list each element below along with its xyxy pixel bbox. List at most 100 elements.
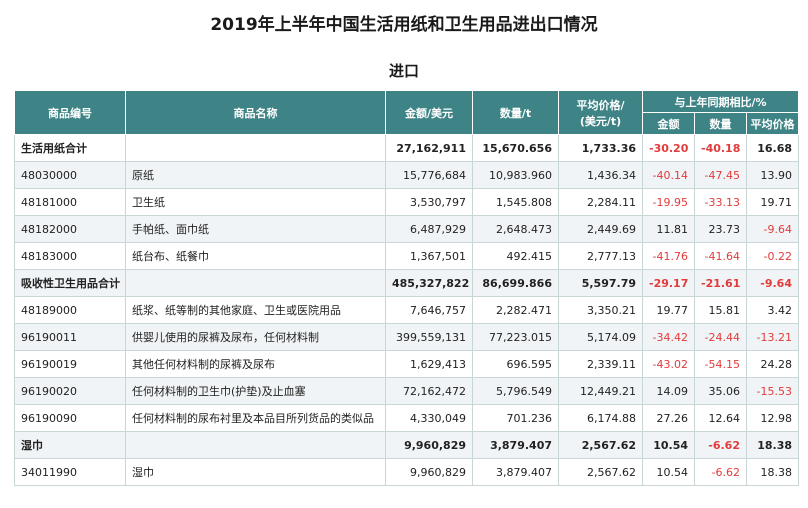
cell-name: 卫生纸 xyxy=(125,188,386,216)
cell-yoy-quantity: -21.61 xyxy=(694,269,747,297)
cell-code: 48189000 xyxy=(14,296,126,324)
cell-yoy-quantity: 23.73 xyxy=(694,215,747,243)
cell-name: 任何材料制的尿布衬里及本品目所列货品的类似品 xyxy=(125,404,386,432)
table-row: 96190011 供婴儿使用的尿裤及尿布，任何材料制 399,559,131 77,2… xyxy=(14,323,799,351)
cell-yoy-quantity: -6.62 xyxy=(694,458,747,486)
cell-avg-price: 1,436.34 xyxy=(558,161,643,189)
cell-yoy-avg-price: -15.53 xyxy=(746,377,799,405)
table-row: 96190020 任何材料制的卫生巾(护垫)及止血塞 72,162,472 5,796… xyxy=(14,377,799,405)
cell-yoy-avg-price: 12.98 xyxy=(746,404,799,432)
cell-yoy-amount: -34.42 xyxy=(642,323,695,351)
cell-quantity: 3,879.407 xyxy=(472,458,559,486)
cell-quantity: 1,545.808 xyxy=(472,188,559,216)
cell-name xyxy=(125,134,386,162)
cell-yoy-quantity: 35.06 xyxy=(694,377,747,405)
cell-quantity: 86,699.866 xyxy=(472,269,559,297)
cell-code: 96190090 xyxy=(14,404,126,432)
cell-yoy-avg-price: 3.42 xyxy=(746,296,799,324)
cell-yoy-quantity: 12.64 xyxy=(694,404,747,432)
cell-amount: 399,559,131 xyxy=(385,323,473,351)
cell-yoy-amount: 19.77 xyxy=(642,296,695,324)
cell-yoy-amount: -41.76 xyxy=(642,242,695,270)
section-subtitle: 进口 xyxy=(388,62,419,80)
cell-yoy-avg-price: -13.21 xyxy=(746,323,799,351)
header-avg-price-line1: 平均价格/ xyxy=(576,98,625,112)
cell-yoy-avg-price: 19.71 xyxy=(746,188,799,216)
cell-yoy-quantity: -54.15 xyxy=(694,350,747,378)
cell-name: 湿巾 xyxy=(125,458,386,486)
cell-avg-price: 5,174.09 xyxy=(558,323,643,351)
cell-amount: 485,327,822 xyxy=(385,269,473,297)
cell-code: 吸收性卫生用品合计 xyxy=(14,269,126,297)
cell-amount: 72,162,472 xyxy=(385,377,473,405)
cell-quantity: 492.415 xyxy=(472,242,559,270)
cell-yoy-amount: -19.95 xyxy=(642,188,695,216)
cell-avg-price: 12,449.21 xyxy=(558,377,643,405)
cell-quantity: 696.595 xyxy=(472,350,559,378)
table-row: 48183000 纸台布、纸餐巾 1,367,501 492.415 2,777.13-… xyxy=(14,242,799,270)
cell-avg-price: 2,567.62 xyxy=(558,458,643,486)
cell-name xyxy=(125,269,386,297)
cell-yoy-quantity: -6.62 xyxy=(694,431,747,459)
cell-avg-price: 2,449.69 xyxy=(558,215,643,243)
table-row: 34011990 湿巾 9,960,829 3,879.407 2,567.62 10.5… xyxy=(14,458,799,486)
header-avg-price-line2: (美元/t) xyxy=(579,114,622,128)
cell-avg-price: 2,777.13 xyxy=(558,242,643,270)
cell-code: 96190011 xyxy=(14,323,126,351)
table-row: 48182000 手帕纸、面巾纸 6,487,929 2,648.473 2,449.6… xyxy=(14,215,799,243)
cell-yoy-avg-price: 13.90 xyxy=(746,161,799,189)
cell-quantity: 2,648.473 xyxy=(472,215,559,243)
table-row: 48181000 卫生纸 3,530,797 1,545.808 2,284.11 -19… xyxy=(14,188,799,216)
header-name: 商品名称 xyxy=(125,90,386,135)
cell-quantity: 5,796.549 xyxy=(472,377,559,405)
cell-avg-price: 2,339.11 xyxy=(558,350,643,378)
cell-name: 手帕纸、面巾纸 xyxy=(125,215,386,243)
cell-avg-price: 1,733.36 xyxy=(558,134,643,162)
cell-name: 供婴儿使用的尿裤及尿布，任何材料制 xyxy=(125,323,386,351)
cell-yoy-amount: 10.54 xyxy=(642,458,695,486)
header-code: 商品编号 xyxy=(14,90,126,135)
cell-yoy-avg-price: -9.64 xyxy=(746,269,799,297)
cell-name: 任何材料制的卫生巾(护垫)及止血塞 xyxy=(125,377,386,405)
document-title: 2019年上半年中国生活用纸和卫生用品进出口情况 xyxy=(210,15,598,35)
cell-avg-price: 2,567.62 xyxy=(558,431,643,459)
cell-yoy-amount: 10.54 xyxy=(642,431,695,459)
cell-avg-price: 6,174.88 xyxy=(558,404,643,432)
cell-quantity: 15,670.656 xyxy=(472,134,559,162)
cell-yoy-quantity: -47.45 xyxy=(694,161,747,189)
cell-quantity: 77,223.015 xyxy=(472,323,559,351)
cell-amount: 7,646,757 xyxy=(385,296,473,324)
cell-code: 48181000 xyxy=(14,188,126,216)
table-row: 48189000 纸浆、纸等制的其他家庭、卫生或医院用品 7,646,757 2,28… xyxy=(14,296,799,324)
cell-yoy-amount: -40.14 xyxy=(642,161,695,189)
cell-yoy-amount: 11.81 xyxy=(642,215,695,243)
cell-amount: 3,530,797 xyxy=(385,188,473,216)
cell-yoy-quantity: -41.64 xyxy=(694,242,747,270)
cell-code: 48183000 xyxy=(14,242,126,270)
table-row: 48030000 原纸 15,776,684 10,983.960 1,436.34 -4… xyxy=(14,161,799,189)
cell-yoy-avg-price: 16.68 xyxy=(746,134,799,162)
cell-name xyxy=(125,431,386,459)
cell-yoy-avg-price: -9.64 xyxy=(746,215,799,243)
header-yoy: 与上年同期相比/% xyxy=(642,90,799,113)
cell-yoy-quantity: 15.81 xyxy=(694,296,747,324)
cell-yoy-avg-price: 18.38 xyxy=(746,458,799,486)
cell-yoy-amount: 27.26 xyxy=(642,404,695,432)
table-header: 商品编号 商品名称 金额/美元 数量/t 平均价格/ (美元/t) 与上年同期相… xyxy=(14,90,799,135)
cell-amount: 15,776,684 xyxy=(385,161,473,189)
cell-quantity: 10,983.960 xyxy=(472,161,559,189)
header-yoy-amount: 金额 xyxy=(642,112,695,135)
table-row: 96190019 其他任何材料制的尿裤及尿布 1,629,413 696.595 2,3… xyxy=(14,350,799,378)
cell-amount: 9,960,829 xyxy=(385,431,473,459)
cell-quantity: 701.236 xyxy=(472,404,559,432)
cell-yoy-avg-price: 18.38 xyxy=(746,431,799,459)
cell-code: 96190020 xyxy=(14,377,126,405)
cell-quantity: 3,879.407 xyxy=(472,431,559,459)
header-quantity: 数量/t xyxy=(472,90,559,135)
cell-avg-price: 2,284.11 xyxy=(558,188,643,216)
cell-code: 湿巾 xyxy=(14,431,126,459)
table-group-row: 吸收性卫生用品合计 485,327,822 86,699.866 5,597.79 -2… xyxy=(14,269,799,297)
header-amount: 金额/美元 xyxy=(385,90,473,135)
cell-name: 原纸 xyxy=(125,161,386,189)
header-avg-price: 平均价格/ (美元/t) xyxy=(558,90,643,135)
